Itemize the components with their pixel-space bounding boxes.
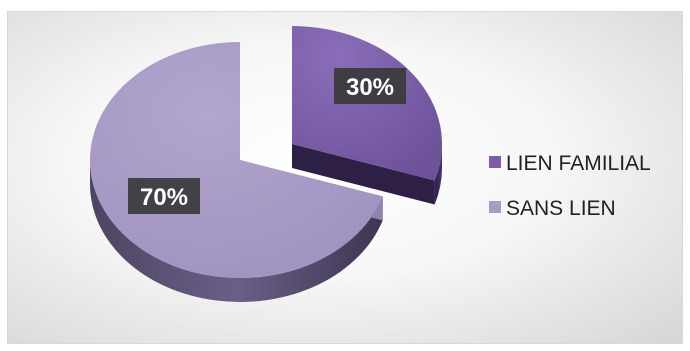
legend: LIEN FAMILIAL SANS LIEN [489,152,651,220]
legend-item-sans-lien: SANS LIEN [489,197,616,220]
pie-slice-side-lien-familial [434,144,442,205]
svg-text:30%: 30% [346,74,394,101]
pie-slice-lien-familial [292,26,442,205]
pie-slice-side-sans-lien [90,160,383,302]
pie-slice-wall-lien-familial [292,144,435,205]
pie-slice-top-sans-lien [89,42,383,278]
legend-label-lien-familial: LIEN FAMILIAL [506,152,651,175]
legend-swatch-lien-familial [489,156,501,168]
legend-label-sans-lien: SANS LIEN [506,197,616,220]
data-label-lien-familial: 30% [334,68,406,104]
pie-slice-sans-lien [89,42,383,302]
legend-item-lien-familial: LIEN FAMILIAL [489,152,651,175]
data-label-sans-lien: 70% [128,178,200,214]
legend-swatch-sans-lien [489,201,501,213]
svg-text:70%: 70% [140,184,188,211]
